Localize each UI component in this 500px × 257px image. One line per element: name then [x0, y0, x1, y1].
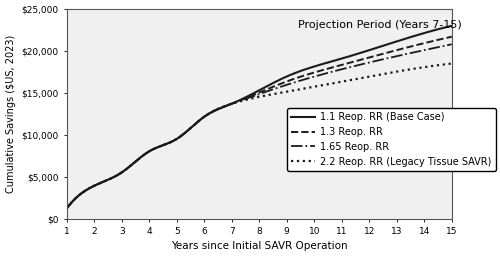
- 2.2 Reop. RR (Legacy Tissue SAVR): [449, 62, 455, 65]
- 2.2 Reop. RR (Legacy Tissue SAVR): [292, 89, 298, 92]
- Line: 2.2 Reop. RR (Legacy Tissue SAVR): 2.2 Reop. RR (Legacy Tissue SAVR): [66, 63, 452, 208]
- Y-axis label: Cumulative Savings ($US, 2023): Cumulative Savings ($US, 2023): [6, 35, 16, 193]
- 1.1 Reop. RR (Base Case): [388, 42, 394, 45]
- 1.1 Reop. RR (Base Case): [300, 69, 306, 72]
- 2.2 Reop. RR (Legacy Tissue SAVR): [64, 207, 70, 210]
- 2.2 Reop. RR (Legacy Tissue SAVR): [293, 88, 299, 91]
- 1.65 Reop. RR: [292, 81, 298, 84]
- 1.3 Reop. RR: [292, 77, 298, 80]
- Line: 1.65 Reop. RR: 1.65 Reop. RR: [66, 44, 452, 208]
- 1.3 Reop. RR: [64, 207, 70, 210]
- 1.1 Reop. RR (Base Case): [293, 71, 299, 74]
- 1.3 Reop. RR: [449, 35, 455, 38]
- 2.2 Reop. RR (Legacy Tissue SAVR): [65, 205, 71, 208]
- 1.1 Reop. RR (Base Case): [64, 207, 70, 210]
- Line: 1.3 Reop. RR: 1.3 Reop. RR: [66, 37, 452, 208]
- 1.65 Reop. RR: [293, 80, 299, 84]
- 1.3 Reop. RR: [65, 205, 71, 208]
- 1.1 Reop. RR (Base Case): [449, 24, 455, 27]
- 1.1 Reop. RR (Base Case): [292, 72, 298, 75]
- 1.65 Reop. RR: [65, 205, 71, 208]
- 2.2 Reop. RR (Legacy Tissue SAVR): [388, 71, 394, 74]
- 1.3 Reop. RR: [412, 44, 418, 47]
- X-axis label: Years since Initial SAVR Operation: Years since Initial SAVR Operation: [171, 241, 348, 251]
- 1.3 Reop. RR: [300, 75, 306, 78]
- Text: Projection Period (Years 7-15): Projection Period (Years 7-15): [298, 20, 462, 30]
- 2.2 Reop. RR (Legacy Tissue SAVR): [300, 87, 306, 90]
- Line: 1.1 Reop. RR (Base Case): 1.1 Reop. RR (Base Case): [66, 26, 452, 208]
- 1.3 Reop. RR: [388, 50, 394, 53]
- 1.65 Reop. RR: [64, 207, 70, 210]
- 1.65 Reop. RR: [412, 50, 418, 53]
- 1.65 Reop. RR: [449, 43, 455, 46]
- 1.1 Reop. RR (Base Case): [412, 34, 418, 37]
- 1.65 Reop. RR: [300, 78, 306, 81]
- 1.65 Reop. RR: [388, 56, 394, 59]
- 2.2 Reop. RR (Legacy Tissue SAVR): [412, 67, 418, 70]
- 1.1 Reop. RR (Base Case): [65, 205, 71, 208]
- Legend: 1.1 Reop. RR (Base Case), 1.3 Reop. RR, 1.65 Reop. RR, 2.2 Reop. RR (Legacy Tiss: 1.1 Reop. RR (Base Case), 1.3 Reop. RR, …: [287, 108, 496, 171]
- 1.3 Reop. RR: [293, 77, 299, 80]
